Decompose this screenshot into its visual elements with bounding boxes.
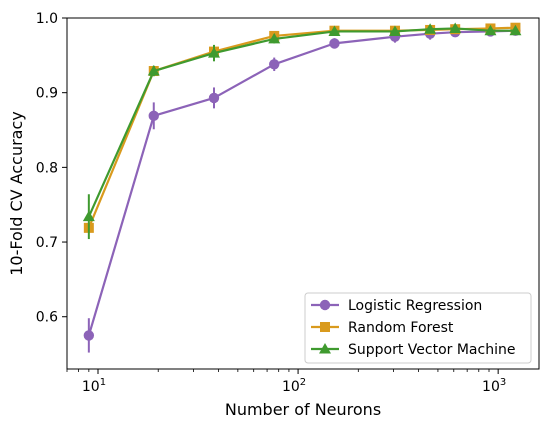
- data-point: [269, 59, 280, 70]
- data-point: [208, 92, 220, 104]
- plot-frame: [66, 17, 540, 370]
- data-point: [388, 25, 401, 36]
- x-axis-label: Number of Neurons: [225, 400, 381, 419]
- data-point: [509, 24, 522, 36]
- data-point: [424, 23, 437, 34]
- data-point: [484, 24, 497, 36]
- axes: 0.6 0.7 0.8 0.9 1.0 101 102 103: [36, 11, 540, 395]
- data-point: [268, 32, 281, 44]
- data-point: [147, 65, 160, 76]
- data-point: [83, 330, 95, 341]
- plot-area: [82, 22, 522, 353]
- x-tick-label: 103: [482, 377, 506, 395]
- legend-marker: [319, 299, 331, 311]
- legend-item: Logistic Regression: [311, 298, 482, 314]
- legend-label: Random Forest: [348, 320, 454, 336]
- data-point: [207, 47, 220, 58]
- y-tick-label: 1.0: [36, 11, 58, 27]
- legend-box: [304, 292, 532, 364]
- data-point: [449, 22, 462, 33]
- y-tick-label: 0.6: [36, 310, 58, 326]
- series-line: [87, 27, 516, 218]
- legend: Logistic Regression Random Forest Support …: [304, 292, 532, 364]
- legend-marker: [319, 343, 331, 354]
- x-tick-label: 101: [82, 377, 106, 395]
- data-point: [82, 210, 95, 222]
- x-tick-label: 102: [282, 377, 306, 395]
- y-tick-label: 0.7: [36, 235, 58, 251]
- data-point: [328, 25, 341, 36]
- y-tick-label: 0.9: [36, 86, 58, 102]
- data-point: [329, 38, 340, 49]
- series-line: [87, 29, 516, 336]
- legend-marker: [320, 322, 330, 332]
- data-point: [148, 110, 159, 122]
- y-tick-label: 0.8: [36, 160, 58, 176]
- legend-label: Logistic Regression: [348, 298, 482, 314]
- series-3: [82, 22, 522, 240]
- y-axis-label: 10-Fold CV Accuracy: [7, 111, 26, 276]
- legend-item: Random Forest: [311, 320, 454, 336]
- legend-item: Support Vector Machine: [311, 342, 515, 358]
- legend-label: Support Vector Machine: [348, 342, 515, 358]
